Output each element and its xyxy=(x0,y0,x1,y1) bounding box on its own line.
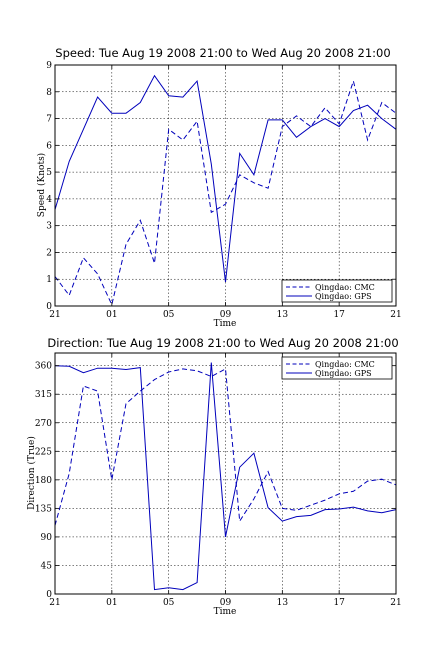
speed-y-tick-label: 5 xyxy=(46,168,52,178)
speed-x-tick-label: 09 xyxy=(220,310,232,320)
speed-y-tick-label: 9 xyxy=(46,61,52,71)
speed-y-tick-label: 3 xyxy=(46,222,52,232)
speed-legend-cmc-label: Qingdao: CMC xyxy=(315,283,375,292)
direction-y-tick-label: 360 xyxy=(35,362,52,372)
speed-x-axis-label: Time xyxy=(214,319,237,329)
direction-y-tick-label: 315 xyxy=(35,390,52,400)
speed-x-tick-label: 13 xyxy=(277,310,289,320)
direction-x-tick-label: 13 xyxy=(277,598,289,608)
direction-chart-title: Direction: Tue Aug 19 2008 21:00 to Wed … xyxy=(47,336,398,350)
direction-series xyxy=(54,362,397,591)
direction-legend: Qingdao: CMC Qingdao: GPS xyxy=(281,356,393,380)
speed-x-tick-label: 21 xyxy=(49,310,60,320)
direction-x-axis-label: Time xyxy=(214,607,237,617)
speed-legend-gps-label: Qingdao: GPS xyxy=(315,292,372,301)
direction-x-tick-label: 21 xyxy=(49,598,60,608)
speed-chart: Speed: Tue Aug 19 2008 21:00 to Wed Aug … xyxy=(36,46,402,329)
speed-y-tick-label: 4 xyxy=(46,195,52,205)
direction-chart: Direction: Tue Aug 19 2008 21:00 to Wed … xyxy=(26,336,402,617)
direction-y-tick-label: 270 xyxy=(35,419,52,429)
speed-x-tick-label: 21 xyxy=(390,310,401,320)
direction-y-tick-label: 135 xyxy=(35,504,52,514)
direction-y-tick-label: 45 xyxy=(41,561,53,571)
speed-series-gps-line xyxy=(54,74,397,282)
direction-y-axis-label: Direction (True) xyxy=(26,436,37,510)
direction-legend-gps-label: Qingdao: GPS xyxy=(315,369,372,378)
speed-y-tick-label: 7 xyxy=(46,115,52,125)
speed-y-axis-label: Speed (Knots) xyxy=(36,153,47,217)
speed-legend: Qingdao: CMC Qingdao: GPS xyxy=(281,279,393,303)
direction-y-tick-label: 225 xyxy=(35,447,52,457)
direction-grid xyxy=(54,353,397,595)
direction-x-tick-label: 01 xyxy=(106,598,117,608)
direction-x-tick-label: 17 xyxy=(333,598,345,608)
speed-series-cmc-line xyxy=(54,79,397,307)
direction-y-tick-label: 180 xyxy=(35,476,52,486)
direction-y-tick-label: 90 xyxy=(41,533,53,543)
speed-y-tick-label: 1 xyxy=(46,275,52,285)
direction-series-gps-line xyxy=(54,362,397,591)
direction-legend-cmc-label: Qingdao: CMC xyxy=(315,360,375,369)
speed-y-tick-label: 6 xyxy=(46,141,52,151)
speed-grid xyxy=(54,64,397,307)
speed-x-tick-label: 17 xyxy=(333,310,345,320)
speed-x-tick-label: 01 xyxy=(106,310,117,320)
direction-series-cmc-line xyxy=(54,368,397,526)
speed-x-tick-label: 05 xyxy=(163,310,175,320)
speed-series xyxy=(54,74,397,307)
direction-x-tick-label: 05 xyxy=(163,598,175,608)
speed-y-tick-label: 8 xyxy=(46,88,52,98)
direction-x-tick-label: 21 xyxy=(390,598,401,608)
speed-y-tick-label: 2 xyxy=(46,248,52,258)
direction-x-tick-label: 09 xyxy=(220,598,232,608)
speed-y-tick-label: 0 xyxy=(46,302,52,312)
speed-chart-title: Speed: Tue Aug 19 2008 21:00 to Wed Aug … xyxy=(55,46,390,60)
direction-y-tick-label: 0 xyxy=(46,590,52,600)
